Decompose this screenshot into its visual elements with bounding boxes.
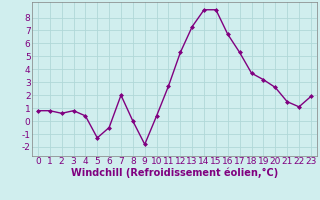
X-axis label: Windchill (Refroidissement éolien,°C): Windchill (Refroidissement éolien,°C) (71, 168, 278, 178)
